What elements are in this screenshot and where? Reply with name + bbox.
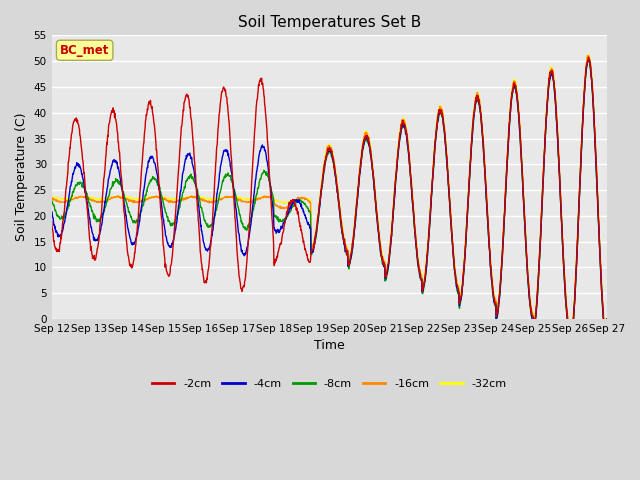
Title: Soil Temperatures Set B: Soil Temperatures Set B	[237, 15, 421, 30]
X-axis label: Time: Time	[314, 339, 345, 352]
Legend: -2cm, -4cm, -8cm, -16cm, -32cm: -2cm, -4cm, -8cm, -16cm, -32cm	[148, 374, 511, 393]
Y-axis label: Soil Temperature (C): Soil Temperature (C)	[15, 113, 28, 241]
Text: BC_met: BC_met	[60, 44, 109, 57]
